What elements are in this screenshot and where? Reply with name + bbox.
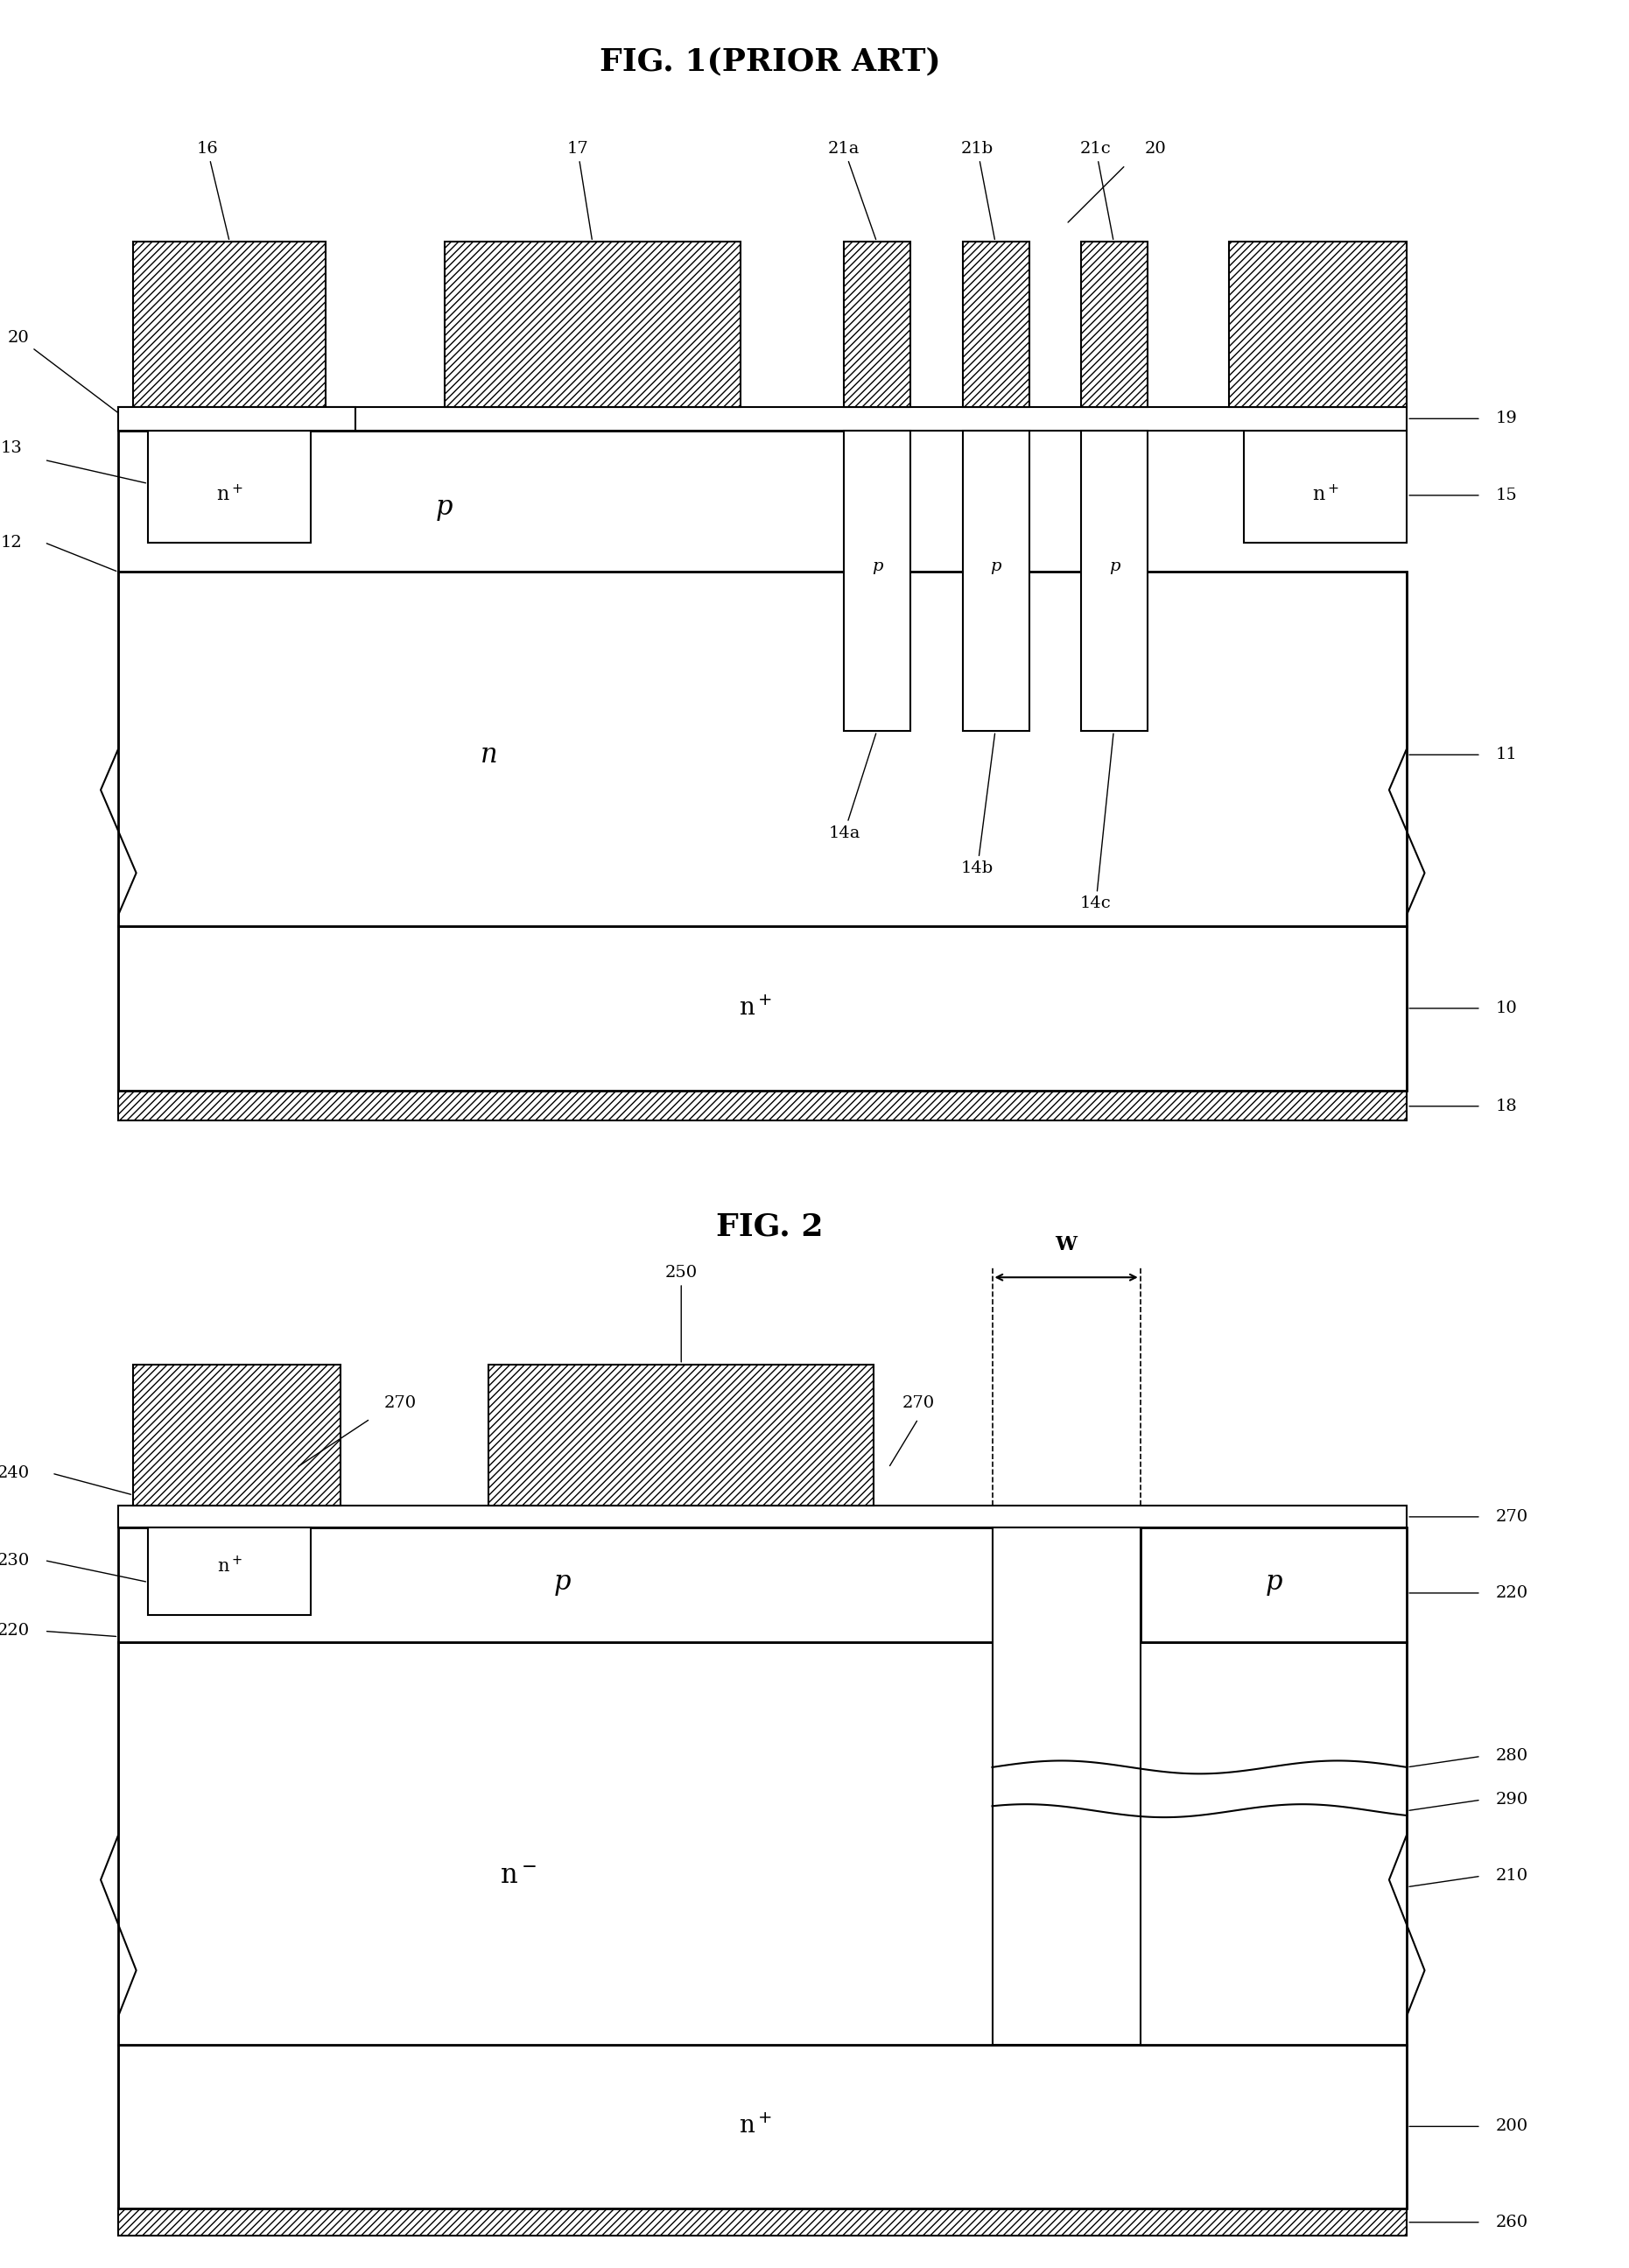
Text: n: n [481,742,497,769]
Bar [489,1365,873,1506]
Bar [1230,243,1407,406]
Text: 270: 270 [383,1395,415,1411]
Text: 270: 270 [1495,1508,1528,1524]
Bar [963,243,1030,406]
Text: 250: 250 [665,1266,697,1363]
Bar [992,1529,1140,2046]
Text: p: p [990,558,1002,574]
Text: p: p [1266,1569,1282,1597]
Text: n$^+$: n$^+$ [217,485,243,506]
Bar [148,431,311,542]
Bar [844,243,911,406]
Text: p: p [872,558,883,574]
Text: 21a: 21a [828,141,876,240]
Text: 17: 17 [567,141,591,240]
Bar [1082,243,1148,406]
Bar [844,431,911,730]
Text: 230: 230 [0,1554,29,1567]
Text: FIG. 2: FIG. 2 [717,1211,824,1243]
Text: 14b: 14b [961,733,995,875]
Text: n$^-$: n$^-$ [500,1862,536,1889]
Text: 280: 280 [1495,1749,1528,1765]
Text: p: p [435,494,453,522]
Text: p: p [554,1569,572,1597]
Bar [445,243,741,406]
Text: 21b: 21b [961,141,995,240]
Text: 20: 20 [1144,141,1166,156]
Text: 20: 20 [8,329,124,417]
Bar [119,572,1407,925]
Text: 260: 260 [1495,2214,1528,2229]
Text: 13: 13 [0,440,23,456]
Text: 220: 220 [0,1624,29,1640]
Bar [148,1529,311,1615]
Text: p: p [1109,558,1119,574]
Bar [1140,1529,1407,1642]
Bar [963,431,1030,730]
Bar [119,1642,1407,2046]
Text: 19: 19 [1495,411,1518,426]
Bar [119,2209,1407,2236]
Text: 240: 240 [0,1465,29,1481]
Text: W: W [1056,1236,1077,1254]
Bar [119,1529,992,1642]
Bar [1245,431,1407,542]
Text: 14c: 14c [1080,733,1113,912]
Text: 220: 220 [1495,1585,1528,1601]
Bar [119,431,888,572]
Text: 270: 270 [902,1395,935,1411]
Text: 210: 210 [1495,1869,1528,1885]
Bar [1082,431,1148,730]
Text: 18: 18 [1495,1098,1517,1114]
Bar [119,406,1407,431]
Text: n$^+$: n$^+$ [738,2114,772,2139]
Text: FIG. 1(PRIOR ART): FIG. 1(PRIOR ART) [599,48,940,77]
Text: 12: 12 [0,535,23,551]
Text: n$^+$: n$^+$ [1311,485,1339,506]
Text: 11: 11 [1495,746,1517,762]
Bar [119,2046,1407,2209]
Text: n$^+$: n$^+$ [738,996,772,1021]
Text: n$^+$: n$^+$ [217,1556,243,1576]
Text: 14a: 14a [828,733,876,841]
Bar [134,243,326,406]
Text: 21c: 21c [1080,141,1113,240]
Bar [119,1506,1407,1529]
Text: 290: 290 [1495,1792,1528,1808]
Bar [119,1091,1407,1120]
Text: 15: 15 [1495,488,1517,503]
Text: 16: 16 [197,141,230,240]
Text: 10: 10 [1495,1000,1517,1016]
Bar [119,406,355,431]
Text: 200: 200 [1495,2118,1528,2134]
Bar [119,925,1407,1091]
Bar [134,1365,340,1506]
